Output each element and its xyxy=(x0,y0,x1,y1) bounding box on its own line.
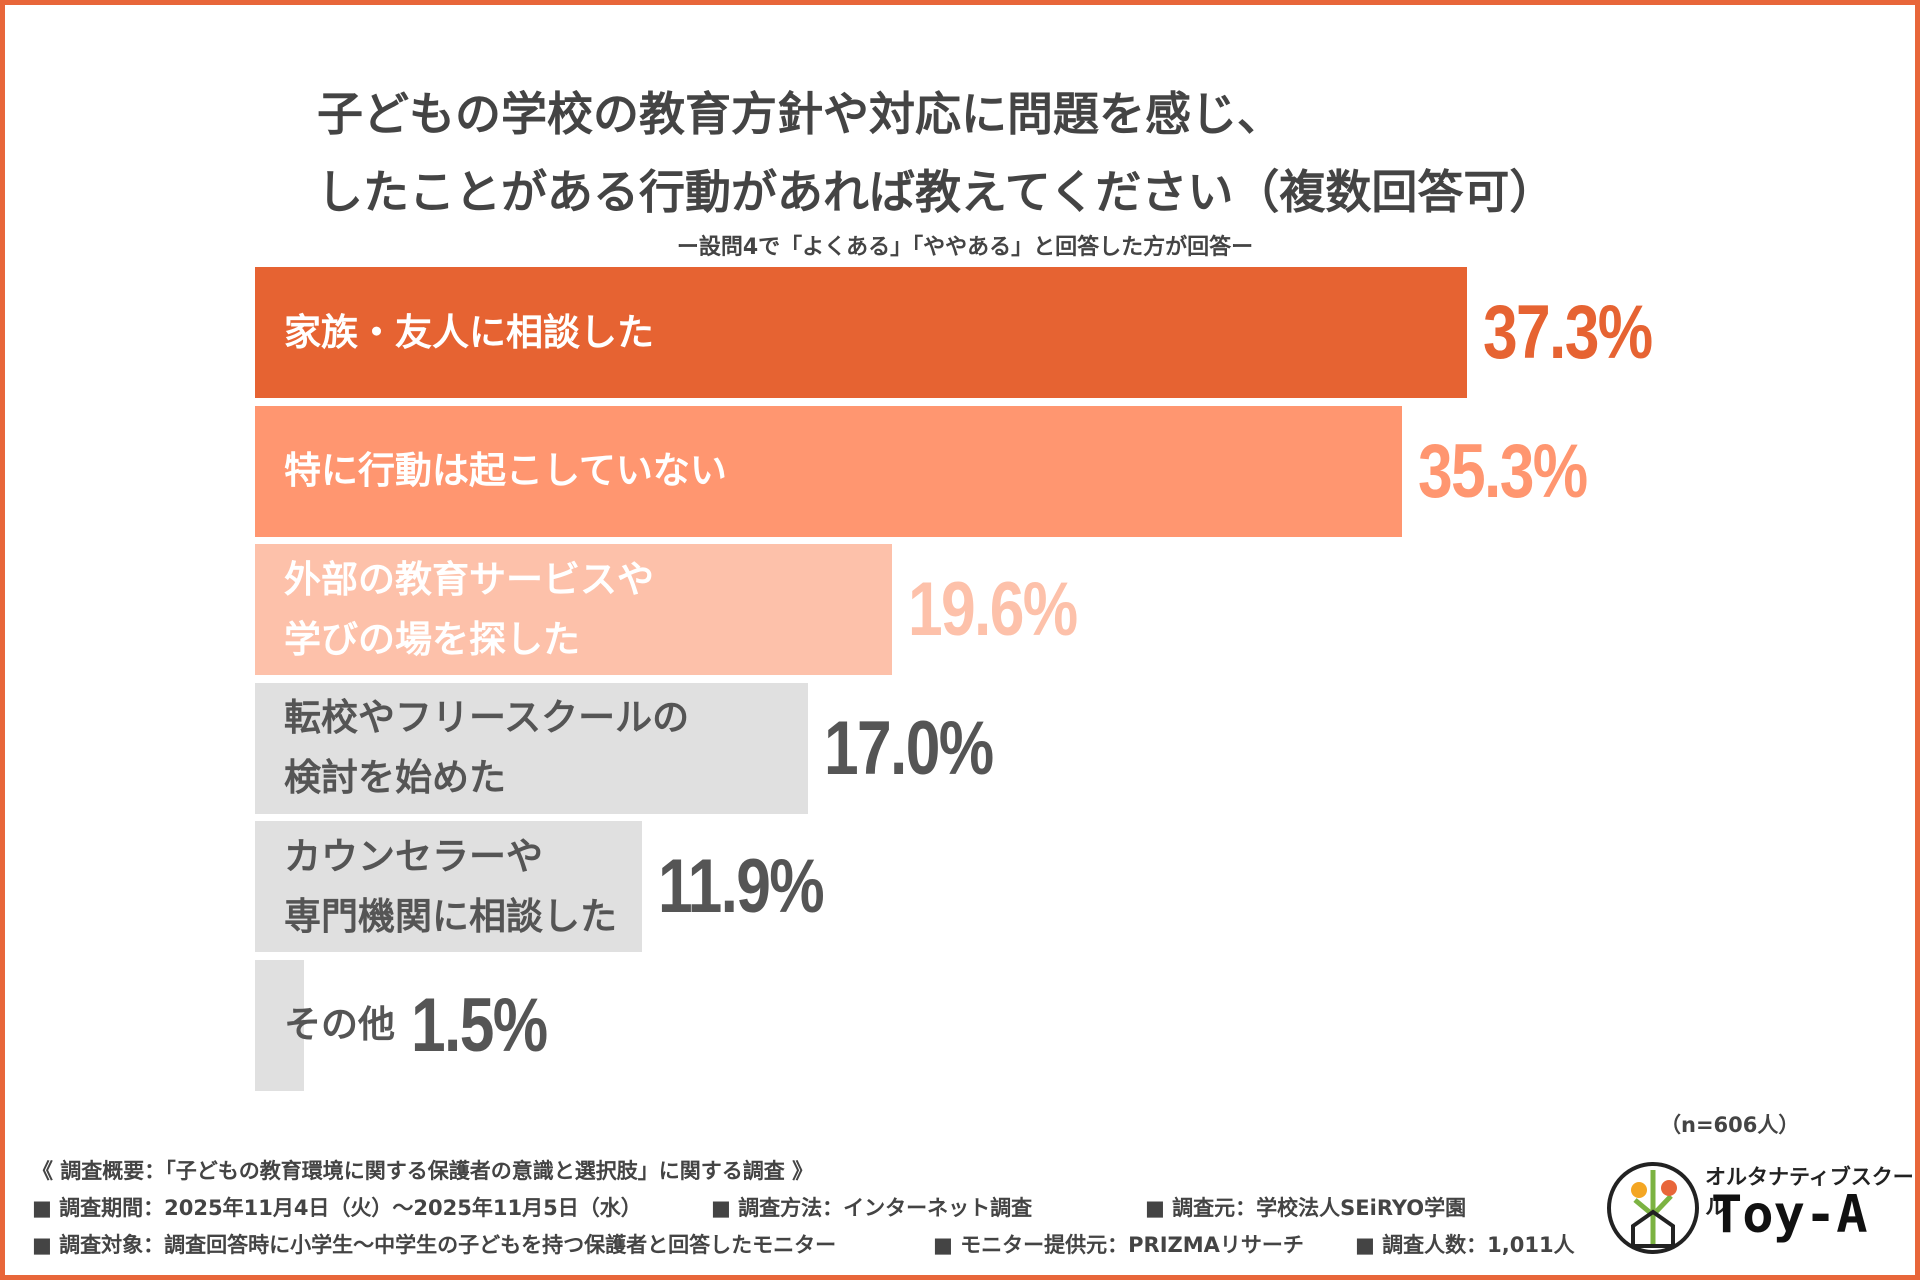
value-label: 1.5% xyxy=(411,982,548,1068)
category-label: 外部の教育サービスや 学びの場を探した xyxy=(284,557,654,661)
bar xyxy=(255,821,642,952)
logo-icon xyxy=(1607,1162,1699,1254)
survey-item: ■ モニター提供元：PRIZMAリサーチ xyxy=(933,1233,1304,1257)
survey-title: 《 調査概要：「子どもの教育環境に関する保護者の意識と選択肢」に関する調査 》 xyxy=(32,1159,814,1183)
category-label: 転校やフリースクールの 検討を始めた xyxy=(284,696,690,799)
survey-item: ■ 調査期間：2025年11月4日（火）～2025年11月5日（水） xyxy=(32,1196,642,1220)
survey-item: ■ 調査元：学校法人SEiRYO学園 xyxy=(1145,1196,1467,1220)
value-label: 11.9% xyxy=(657,844,825,929)
sample-note: （n=606人） xyxy=(1660,1113,1800,1137)
bar xyxy=(255,405,1403,537)
chart-subtitle: ー設問4で「よくある」「ややある」と回答した方が回答ー xyxy=(676,235,1254,260)
logo-name: Toy-A xyxy=(1711,1185,1868,1245)
category-label: カウンセラーや 専門機関に相談した xyxy=(284,834,617,938)
bar xyxy=(255,959,304,1091)
survey-item: ■ 調査方法：インターネット調査 xyxy=(711,1196,1033,1220)
category-label: 家族・友人に相談した xyxy=(284,310,654,354)
category-label: 特に行動は起こしていない xyxy=(284,449,727,492)
bar xyxy=(255,267,1468,398)
category-label: その他 xyxy=(284,1003,395,1046)
value-label: 19.6% xyxy=(908,567,1078,652)
value-label: 37.3% xyxy=(1483,290,1653,375)
chart-title: 子どもの学校の教育方針や対応に問題を感じ、 したことがある行動があれば教えてくだ… xyxy=(317,87,1556,219)
value-label: 17.0% xyxy=(823,705,994,791)
bar xyxy=(255,682,808,814)
survey-item: ■ 調査対象：調査回答時に小学生～中学生の子どもを持つ保護者と回答したモニター xyxy=(32,1233,837,1257)
survey-item: ■ 調査人数：1,011人 xyxy=(1355,1233,1575,1257)
bar xyxy=(255,544,892,675)
logo-tagline: オルタナティブスクール xyxy=(1705,1165,1914,1219)
value-label: 35.3% xyxy=(1418,428,1588,514)
